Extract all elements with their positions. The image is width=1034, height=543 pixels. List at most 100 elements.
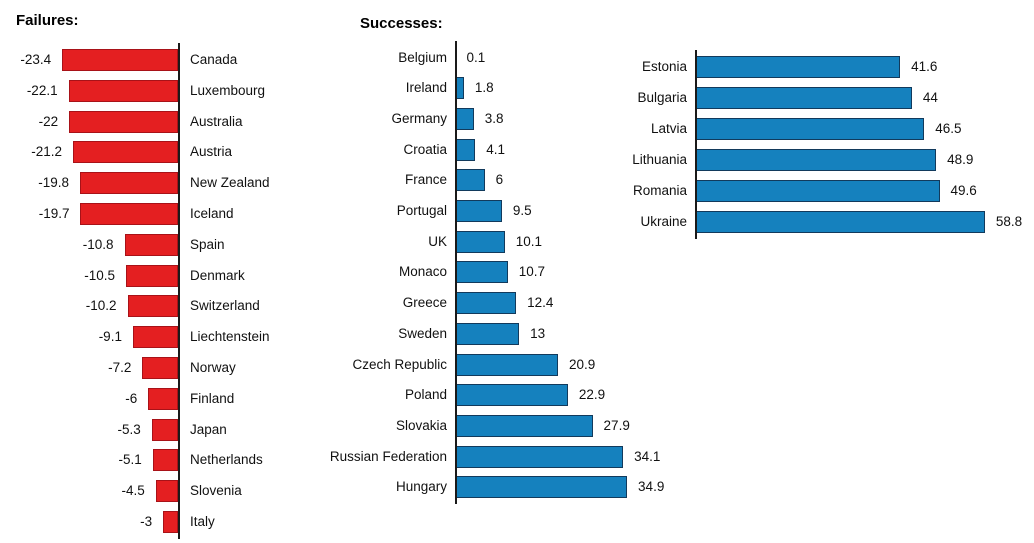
- category-label-ireland: Ireland: [405, 80, 447, 96]
- bar-romania: [695, 180, 940, 202]
- category-label-slovakia: Slovakia: [395, 417, 447, 433]
- bar-netherlands: [152, 449, 178, 472]
- bar-switzerland: [127, 295, 178, 318]
- value-label-sweden: 13: [530, 325, 546, 341]
- bar-ukraine: [695, 211, 985, 233]
- bar-estonia: [695, 56, 901, 78]
- category-label-australia: Australia: [190, 113, 243, 129]
- bar-hungary: [455, 476, 628, 499]
- bar-slovenia: [155, 480, 178, 503]
- value-label-austria: -21.2: [31, 144, 63, 160]
- value-label-ukraine: 58.8: [995, 214, 1023, 229]
- value-label-latvia: 46.5: [935, 121, 962, 136]
- value-label-luxembourg: -22.1: [26, 82, 58, 98]
- category-label-denmark: Denmark: [190, 267, 245, 283]
- bar-iceland: [80, 203, 178, 225]
- category-label-france: France: [404, 172, 447, 188]
- bar-norway: [142, 357, 178, 379]
- value-label-russian-federation: 34.1: [634, 448, 661, 464]
- value-label-greece: 12.4: [527, 295, 554, 311]
- value-label-lithuania: 48.9: [947, 152, 974, 167]
- axis-line: [455, 40, 457, 505]
- value-label-czech-republic: 20.9: [569, 356, 596, 372]
- value-label-bulgaria: 44: [922, 90, 938, 105]
- bar-austria: [73, 141, 178, 164]
- value-label-new-zealand: -19.8: [38, 175, 69, 191]
- bar-slovakia: [455, 414, 593, 437]
- category-label-russian-federation: Russian Federation: [329, 448, 447, 464]
- category-label-germany: Germany: [391, 110, 447, 126]
- value-label-slovenia: -4.5: [121, 483, 145, 499]
- value-label-croatia: 4.1: [486, 141, 505, 157]
- value-label-germany: 3.8: [484, 110, 504, 126]
- category-label-estonia: Estonia: [641, 59, 687, 74]
- category-label-bulgaria: Bulgaria: [637, 90, 687, 105]
- value-label-ireland: 1.8: [474, 80, 494, 96]
- bar-spain: [124, 233, 178, 256]
- category-label-liechtenstein: Liechtenstein: [190, 329, 270, 345]
- bar-bulgaria: [695, 87, 912, 109]
- value-label-netherlands: -5.1: [118, 452, 142, 468]
- bar-new-zealand: [79, 172, 178, 195]
- value-label-portugal: 9.5: [512, 203, 532, 218]
- bar-uk: [455, 230, 505, 253]
- category-label-austria: Austria: [190, 144, 233, 160]
- value-label-norway: -7.2: [108, 360, 132, 375]
- category-label-hungary: Hungary: [395, 479, 447, 495]
- value-label-estonia: 41.6: [911, 59, 938, 74]
- category-label-netherlands: Netherlands: [190, 452, 263, 468]
- category-label-canada: Canada: [190, 52, 238, 67]
- bar-poland: [455, 384, 568, 407]
- bar-lithuania: [695, 149, 937, 171]
- category-label-belgium: Belgium: [398, 49, 447, 65]
- failures-chart-title: Failures:: [16, 12, 79, 29]
- bar-czech-republic: [455, 353, 559, 376]
- bar-denmark: [126, 264, 178, 287]
- bar-greece: [455, 292, 517, 315]
- bar-japan: [151, 418, 178, 441]
- category-label-luxembourg: Luxembourg: [190, 82, 266, 98]
- value-label-liechtenstein: -9.1: [98, 329, 122, 345]
- value-label-france: 6: [495, 172, 504, 188]
- bar-canada: [62, 49, 178, 71]
- category-label-new-zealand: New Zealand: [190, 175, 270, 191]
- bar-italy: [163, 511, 178, 533]
- category-label-croatia: Croatia: [403, 141, 447, 157]
- value-label-poland: 22.9: [578, 387, 606, 403]
- bar-monaco: [455, 261, 508, 284]
- category-label-slovenia: Slovenia: [190, 483, 242, 499]
- bar-australia: [69, 110, 178, 133]
- category-label-sweden: Sweden: [398, 325, 447, 341]
- value-label-iceland: -19.7: [38, 206, 70, 221]
- value-label-denmark: -10.5: [84, 267, 116, 283]
- value-label-belgium: 0.1: [466, 49, 486, 65]
- value-label-hungary: 34.9: [638, 479, 665, 495]
- category-label-italy: Italy: [190, 514, 215, 529]
- category-label-japan: Japan: [190, 421, 227, 437]
- bar-sweden: [455, 322, 520, 345]
- value-label-switzerland: -10.2: [85, 298, 117, 314]
- bar-russian-federation: [455, 445, 624, 468]
- value-label-australia: -22: [38, 113, 59, 129]
- axis-line: [178, 43, 180, 539]
- bar-latvia: [695, 118, 925, 140]
- bar-luxembourg: [68, 79, 178, 102]
- category-label-latvia: Latvia: [650, 121, 687, 136]
- category-label-ukraine: Ukraine: [640, 214, 687, 229]
- category-label-romania: Romania: [632, 183, 687, 198]
- value-label-canada: -23.4: [20, 52, 52, 67]
- category-label-monaco: Monaco: [398, 264, 447, 280]
- category-label-greece: Greece: [402, 295, 447, 311]
- value-label-monaco: 10.7: [518, 264, 546, 280]
- category-label-portugal: Portugal: [396, 203, 447, 218]
- category-label-uk: UK: [428, 233, 447, 249]
- value-label-italy: -3: [140, 514, 153, 529]
- successes-chart-title: Successes:: [360, 15, 443, 32]
- value-label-romania: 49.6: [950, 183, 977, 198]
- value-label-slovakia: 27.9: [603, 417, 630, 433]
- axis-line: [695, 50, 697, 239]
